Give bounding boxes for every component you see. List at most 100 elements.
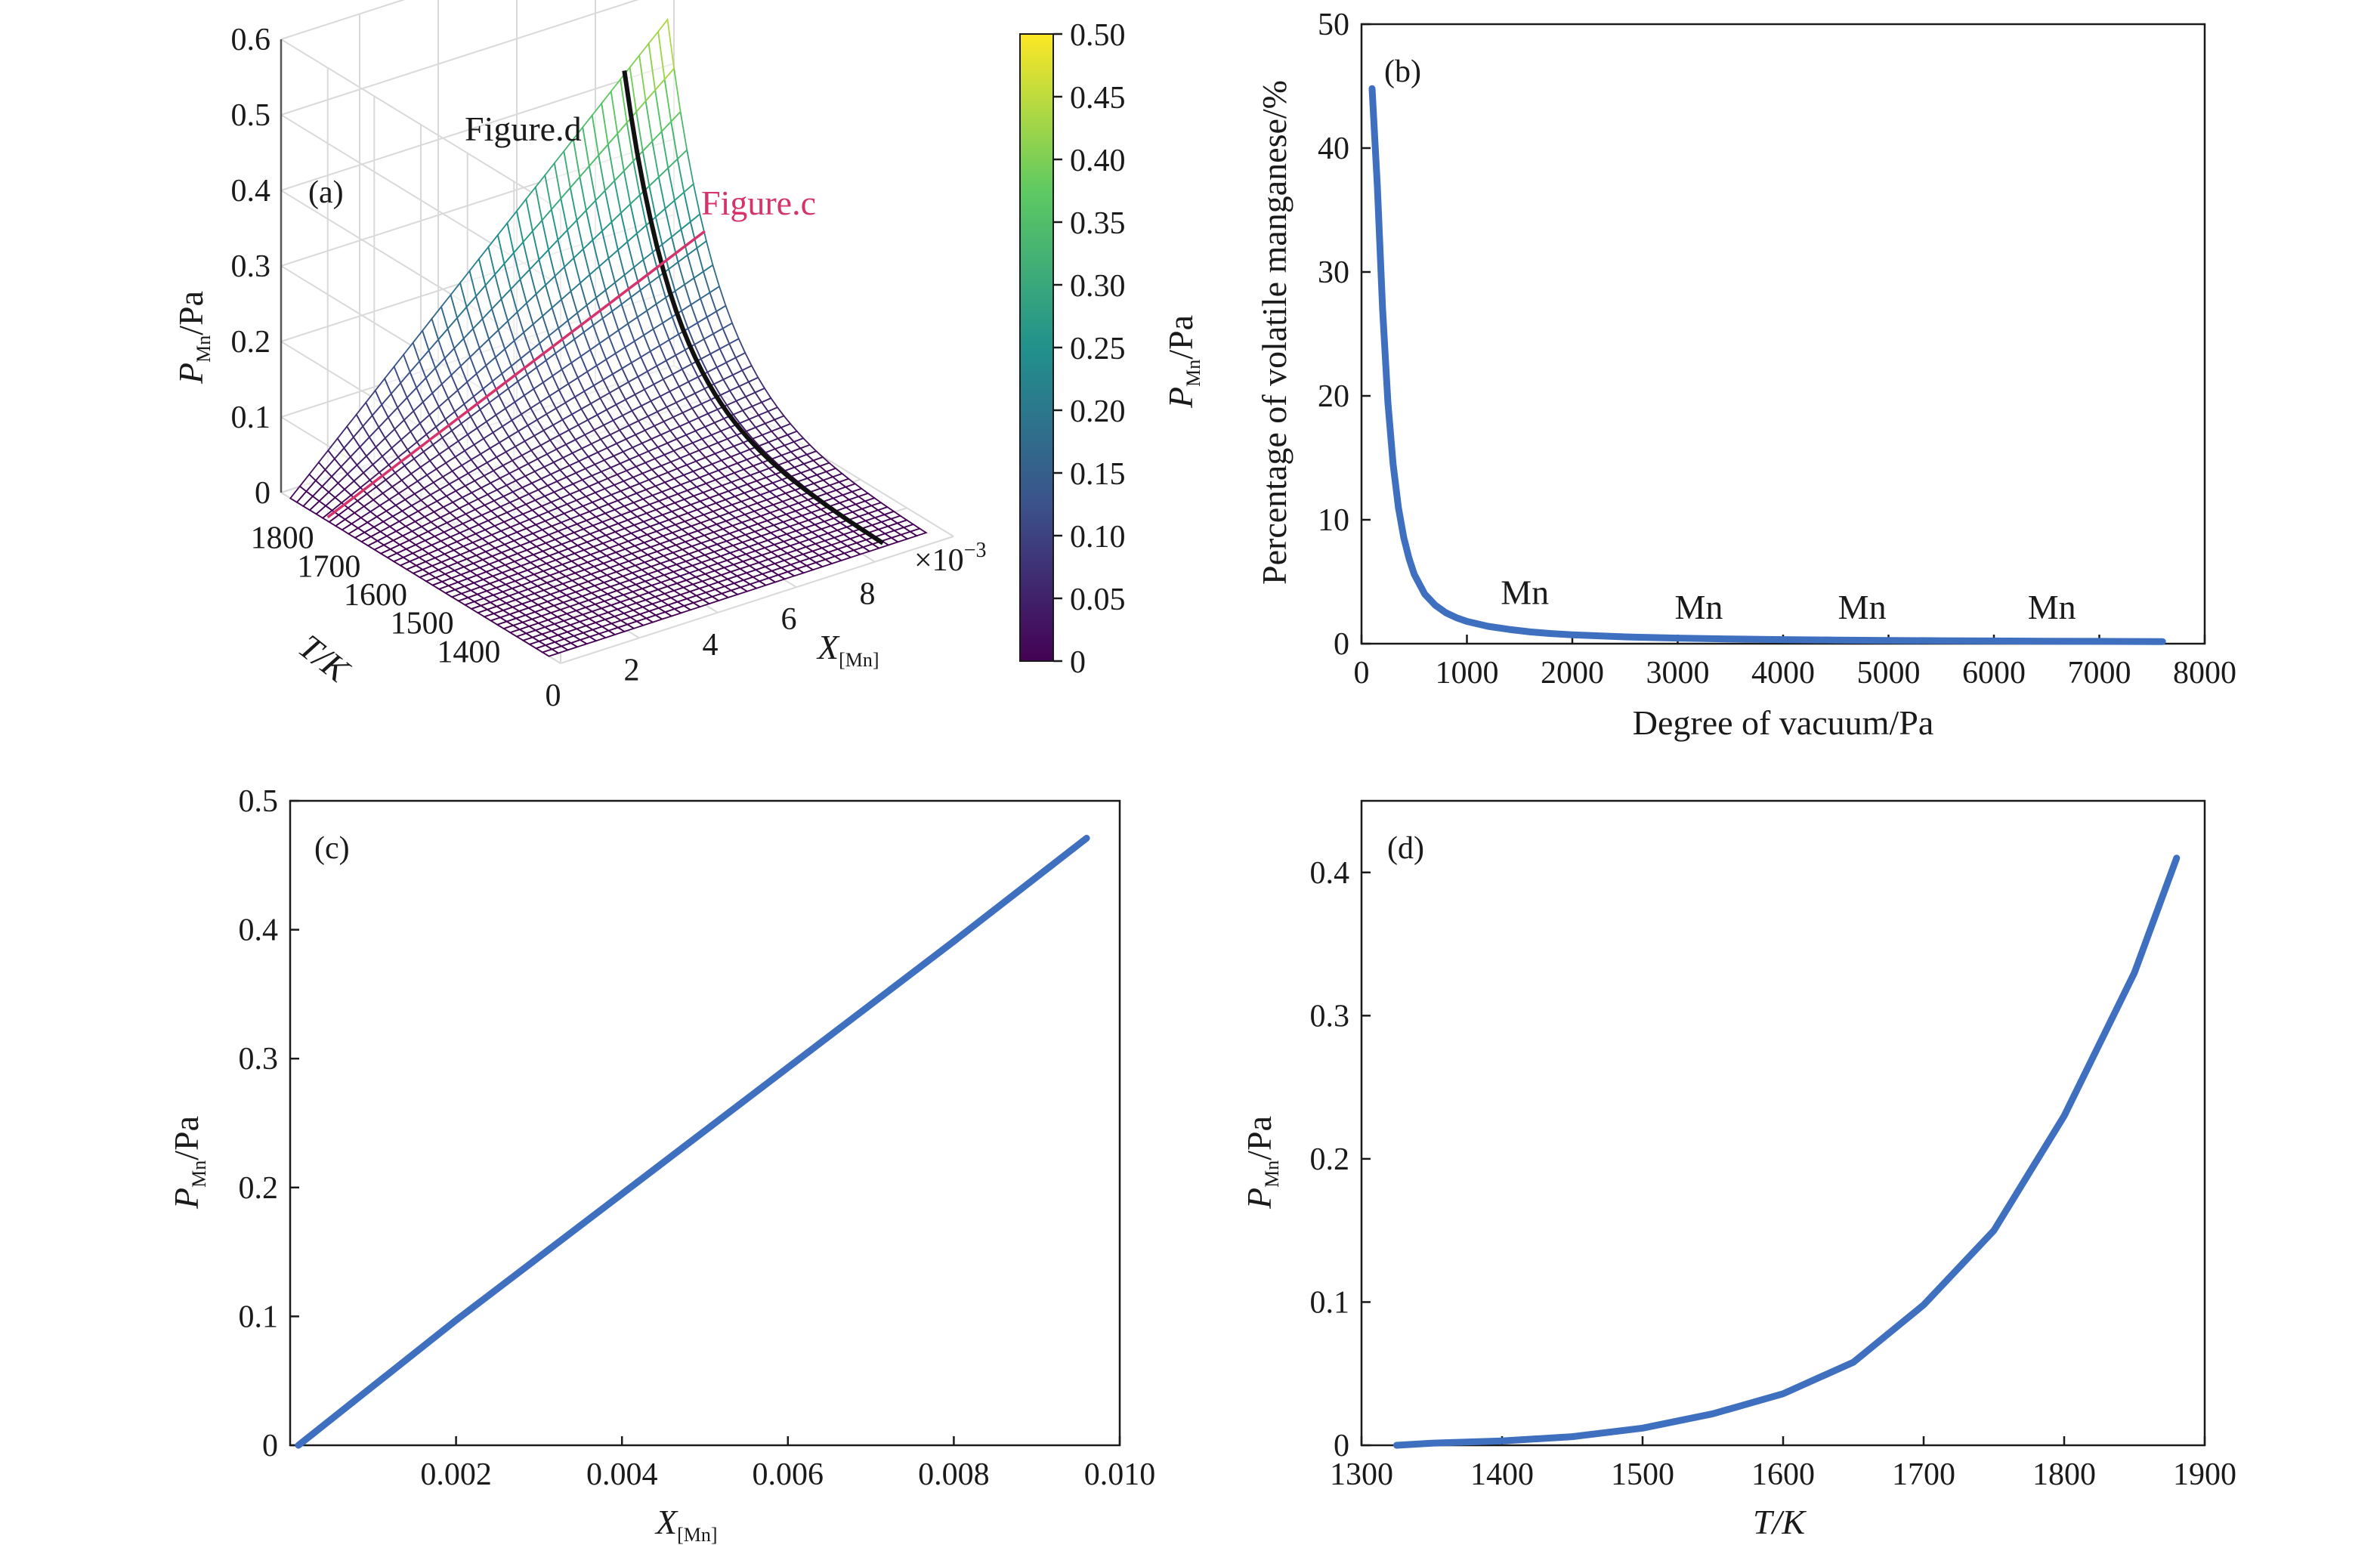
b-x-tick-label: 2000 bbox=[1541, 656, 1604, 691]
colorbar: 0 0.05 0.10 0.15 0.20 0.25 0.30 0.35 0.40 0.45 0.5… bbox=[1019, 18, 1204, 680]
panel-a-y-tick-label: 1700 bbox=[297, 549, 360, 584]
panel-d-label: (d) bbox=[1387, 831, 1424, 866]
colorbar-tick-label: 0.05 bbox=[1070, 582, 1126, 617]
panel-a-z-tick-label: 0 bbox=[255, 476, 270, 511]
panel-a-x-tick-label: 8 bbox=[860, 577, 876, 612]
panel-b-line-chart: 0 1000 2000 3000 4000 5000 6000 7000 8000 0 10 20 30… bbox=[1255, 8, 2236, 742]
panel-a-x-tick-label: 6 bbox=[781, 602, 797, 637]
panel-c-label: (c) bbox=[314, 831, 350, 866]
panel-a-x-tick-label: 4 bbox=[703, 628, 719, 663]
panel-d-ylabel-unit: /Pa bbox=[1240, 1116, 1278, 1160]
colorbar-tick-label: 0.40 bbox=[1070, 144, 1126, 178]
panel-c-series-line bbox=[295, 835, 1090, 1449]
panel-a-z-tick-label: 0.4 bbox=[231, 174, 271, 209]
panel-a-wall-grid bbox=[280, 63, 675, 191]
panel-a-y-tick-label: 1600 bbox=[344, 578, 407, 613]
d-x-tick-label: 1500 bbox=[1611, 1457, 1674, 1492]
panel-b-series-line bbox=[1368, 85, 2166, 645]
b-x-tick-label: 3000 bbox=[1646, 656, 1710, 691]
d-y-tick-label: 0.4 bbox=[1310, 856, 1350, 891]
panel-a-y-tick-label: 1400 bbox=[437, 635, 500, 669]
panel-a-z-tick-label: 0.2 bbox=[231, 325, 271, 360]
colorbar-tick-label: 0.25 bbox=[1070, 332, 1126, 366]
panel-a-wall-grid bbox=[280, 0, 406, 40]
b-x-tick-label: 6000 bbox=[1962, 656, 2026, 691]
colorbar-tick-label: 0.20 bbox=[1070, 394, 1126, 429]
panel-a-zlabel-sub: Mn bbox=[193, 335, 215, 363]
colorbar-gradient bbox=[1019, 33, 1054, 662]
d-x-tick-label: 1600 bbox=[1751, 1457, 1815, 1492]
b-x-tick-label: 7000 bbox=[2068, 656, 2131, 691]
d-x-tick-label: 1800 bbox=[2032, 1457, 2096, 1492]
panel-d-series-line bbox=[1393, 854, 2181, 1449]
c-y-tick-label: 0.3 bbox=[239, 1042, 279, 1077]
d-x-tick-label: 1400 bbox=[1470, 1457, 1534, 1492]
d-y-tick-label: 0.1 bbox=[1310, 1285, 1350, 1320]
colorbar-tick-label: 0 bbox=[1070, 645, 1086, 680]
panel-b-ylabel: Percentage of volatile manganese/% bbox=[1255, 80, 1294, 585]
colorbar-tick-label: 0.45 bbox=[1070, 81, 1126, 116]
b-y-tick-label: 40 bbox=[1318, 131, 1349, 166]
c-y-tick-label: 0.4 bbox=[239, 913, 279, 948]
panel-a-zlabel-unit: /Pa bbox=[172, 291, 210, 335]
colorbar-ticks: 0 0.05 0.10 0.15 0.20 0.25 0.30 0.35 0.40 0.45 0.5… bbox=[1053, 18, 1126, 680]
b-y-tick-label: 30 bbox=[1318, 255, 1349, 290]
d-y-tick-label: 0.2 bbox=[1310, 1142, 1350, 1177]
b-x-tick-label: 1000 bbox=[1436, 656, 1499, 691]
b-x-tick-label: 0 bbox=[1354, 656, 1370, 691]
panel-a-z-tick-label: 0.5 bbox=[231, 98, 271, 133]
panel-c-xlabel-sub: [Mn] bbox=[677, 1524, 717, 1545]
c-x-tick-label: 0.010 bbox=[1084, 1457, 1156, 1492]
panel-a-x-tick-label: 0 bbox=[546, 678, 561, 713]
panel-a-surface bbox=[289, 17, 928, 657]
colorbar-label-main: P bbox=[1161, 387, 1200, 409]
panel-a-wall-grid bbox=[280, 0, 639, 116]
c-x-tick-label: 0.008 bbox=[918, 1457, 990, 1492]
b-x-tick-label: 4000 bbox=[1751, 656, 1815, 691]
panel-a-ylabel: T/K bbox=[292, 627, 358, 691]
b-y-tick-label: 10 bbox=[1318, 503, 1349, 538]
panel-a-z-tick-label: 0.1 bbox=[231, 400, 271, 435]
colorbar-label-unit: /Pa bbox=[1161, 315, 1200, 360]
panel-a-z-tick-label: 0.6 bbox=[231, 23, 271, 57]
panel-a-xlabel-main: X bbox=[816, 628, 840, 666]
colorbar-label: PMn/Pa bbox=[1161, 315, 1204, 409]
d-y-tick-label: 0.3 bbox=[1310, 999, 1350, 1034]
panel-c-ylabel-unit: /Pa bbox=[167, 1116, 206, 1160]
panel-b-mn-annotation: Mn bbox=[1501, 573, 1549, 612]
panel-a-zlabel-main: P bbox=[172, 363, 210, 385]
colorbar-tick-label: 0.35 bbox=[1070, 206, 1126, 241]
b-x-tick-label: 5000 bbox=[1857, 656, 1921, 691]
b-y-tick-label: 50 bbox=[1318, 8, 1349, 42]
panel-a-zlabel: PMn/Pa bbox=[172, 291, 215, 385]
panel-c-ylabel-sub: Mn bbox=[188, 1160, 210, 1188]
panel-c-xlabel-main: X bbox=[654, 1503, 678, 1541]
panel-c-ticks: 0.002 0.004 0.006 0.008 0.010 0 0.1 0.2 0.3 0.4 0.… bbox=[239, 784, 1156, 1492]
panel-d-ylabel-sub: Mn bbox=[1261, 1160, 1283, 1188]
panel-c-ylabel-main: P bbox=[167, 1188, 206, 1210]
panel-c-line-chart: 0.002 0.004 0.006 0.008 0.010 0 0.1 0.2 0.3 0.4 0.… bbox=[167, 784, 1155, 1545]
panel-a-surface-cell bbox=[289, 485, 308, 503]
c-y-tick-label: 0.2 bbox=[239, 1171, 279, 1206]
colorbar-tick-label: 0.10 bbox=[1070, 520, 1126, 555]
panel-d-ticks: 1300 1400 1500 1600 1700 1800 1900 0 0.1 0.2 0.3 0.… bbox=[1310, 856, 2237, 1492]
annotation-figure-c: Figure.c bbox=[701, 184, 816, 222]
panel-b-xlabel: Degree of vacuum/Pa bbox=[1633, 703, 1934, 742]
panel-a-y-tick-label: 1800 bbox=[251, 521, 314, 556]
panel-d-ylabel: PMn/Pa bbox=[1240, 1116, 1283, 1210]
annotation-figure-d: Figure.d bbox=[465, 110, 582, 148]
b-y-tick-label: 20 bbox=[1318, 379, 1349, 414]
panel-a-curves bbox=[326, 70, 885, 545]
c-x-tick-label: 0.004 bbox=[586, 1457, 658, 1492]
d-y-tick-label: 0 bbox=[1334, 1429, 1349, 1463]
panel-d-ylabel-main: P bbox=[1240, 1188, 1278, 1210]
panel-c-xlabel: X[Mn] bbox=[654, 1503, 718, 1545]
panel-a-ticks: 0 0.1 0.2 0.3 0.4 0.5 0.6 0 2 4 6 8 1400150016001700… bbox=[231, 23, 876, 713]
d-x-tick-label: 1700 bbox=[1892, 1457, 1955, 1492]
panel-d-line-chart: 1300 1400 1500 1600 1700 1800 1900 0 0.1 0.2 0.3 0.… bbox=[1240, 799, 2237, 1541]
panel-b-frame bbox=[1360, 23, 2206, 645]
panel-a-floor-grid bbox=[560, 536, 954, 664]
panel-a-label: (a) bbox=[308, 175, 344, 210]
d-x-tick-label: 1900 bbox=[2173, 1457, 2236, 1492]
